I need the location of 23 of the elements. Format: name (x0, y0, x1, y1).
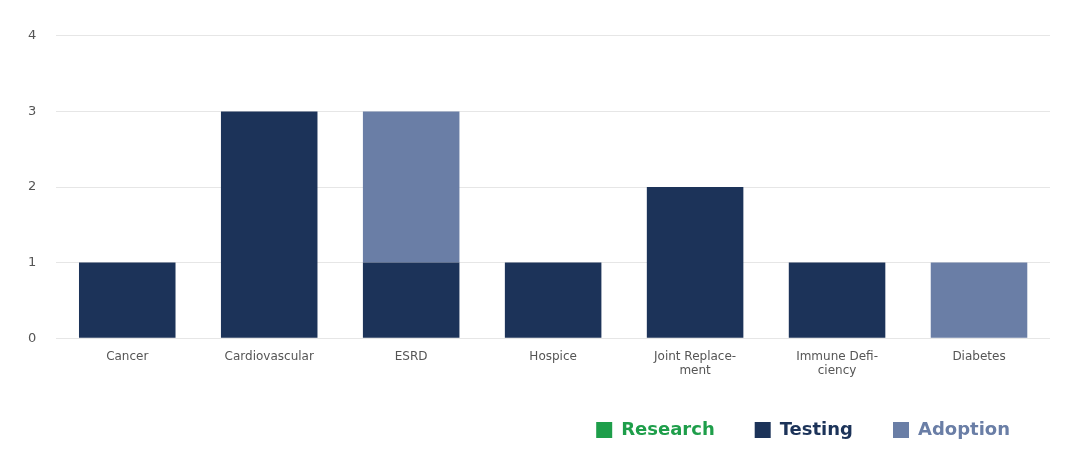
x-tick-label: ESRD (394, 348, 428, 363)
bar (78, 262, 176, 338)
bar (362, 111, 460, 263)
x-tick-label: Hospice (529, 348, 577, 363)
bar (646, 187, 744, 338)
bar (930, 262, 1028, 338)
x-tick-label: Immune Defi- ciency (796, 348, 878, 377)
legend-label: Research (621, 417, 715, 439)
x-tick-label: Joint Replace- ment (653, 348, 737, 377)
y-tick-label: 1 (27, 253, 37, 269)
bar (504, 262, 602, 338)
x-tick-label: Cardiovascular (224, 348, 314, 363)
y-tick-label: 2 (27, 178, 37, 194)
y-tick-label: 3 (27, 102, 37, 118)
bar (362, 262, 460, 338)
y-tick-label: 0 (27, 329, 37, 345)
legend-label: Adoption (917, 417, 1011, 439)
y-tick-label: 4 (27, 27, 37, 43)
legend-label: Testing (779, 417, 853, 439)
x-tick-label: Diabetes (952, 348, 1006, 363)
bar (220, 111, 318, 338)
bar (788, 262, 886, 338)
x-tick-label: Cancer (106, 348, 149, 363)
